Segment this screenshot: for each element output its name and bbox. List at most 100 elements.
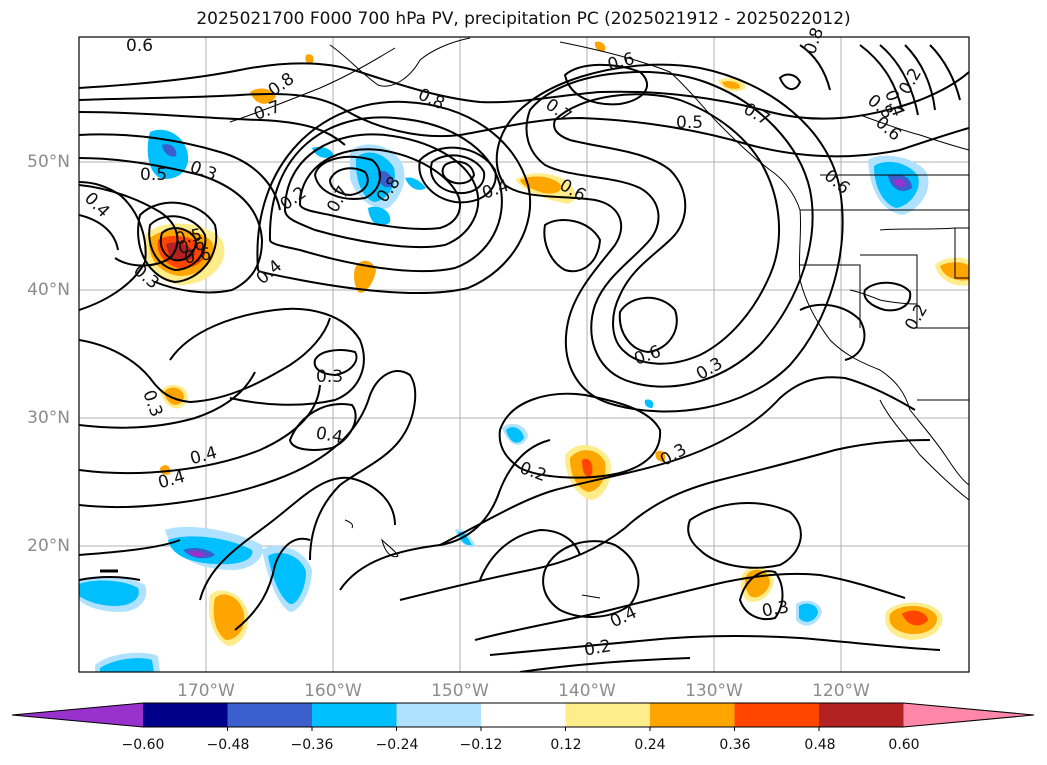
- contour: [79, 539, 181, 556]
- contour: [234, 537, 311, 631]
- contour-label: 0.5: [676, 113, 703, 133]
- contour: [79, 111, 346, 146]
- lat-label: 40°N: [27, 280, 70, 300]
- contour: [441, 160, 476, 185]
- contour: [778, 73, 802, 90]
- coastline: [879, 399, 969, 501]
- contour-label: 0.4: [314, 423, 344, 447]
- precip-region: [594, 41, 606, 52]
- contour-label: 0.6: [183, 244, 213, 268]
- colorbar-extend-left: [12, 703, 143, 727]
- precip-region: [354, 260, 376, 293]
- lon-label: 130°W: [685, 681, 743, 701]
- contour-label: 0.4: [607, 603, 640, 633]
- precip-region: [506, 427, 524, 443]
- contour-label: 0.7: [740, 99, 773, 130]
- precip-region: [162, 144, 177, 157]
- coastline: [381, 538, 399, 558]
- lon-label: 120°W: [812, 681, 870, 701]
- contour: [256, 100, 532, 295]
- colorbar-outline: [11, 702, 1035, 728]
- precip-region: [378, 170, 393, 188]
- contour: [525, 70, 814, 388]
- contour: [799, 303, 866, 361]
- contour: [268, 116, 503, 273]
- coastline: [859, 114, 969, 151]
- contour: [929, 44, 961, 101]
- colorbar-tick-label: 0.36: [719, 737, 751, 753]
- precip-region: [79, 580, 139, 606]
- precip-region: [644, 399, 654, 408]
- contour-label: 0.2: [517, 458, 549, 486]
- contour-label: 0.5: [140, 165, 167, 185]
- colorbar-segment: [481, 703, 566, 727]
- precip-region: [722, 81, 740, 89]
- colorbar-segment: [227, 703, 313, 727]
- contour: [288, 403, 357, 451]
- precip-region: [520, 176, 562, 194]
- precip-region: [902, 610, 928, 626]
- colorbar-segment: [734, 703, 820, 727]
- contour: [79, 317, 331, 404]
- precip-region: [458, 531, 472, 546]
- coastline: [954, 227, 969, 279]
- contour: [159, 227, 198, 262]
- contour: [489, 634, 941, 656]
- coastline: [849, 289, 918, 305]
- gridlines: [79, 37, 969, 672]
- contour-label: 0.5: [174, 225, 204, 249]
- contour: [283, 133, 480, 249]
- contour-label: 0.6: [126, 36, 153, 56]
- contour: [169, 307, 365, 406]
- contour: [543, 219, 602, 273]
- contour: [418, 146, 497, 204]
- lon-label: 160°W: [304, 681, 362, 701]
- lat-label: 50°N: [27, 152, 70, 172]
- contour: [738, 570, 784, 620]
- lat-label: 30°N: [27, 408, 70, 428]
- precip-region: [893, 179, 907, 187]
- map-title: 2025021700 F000 700 hPa PV, precipitatio…: [196, 9, 851, 29]
- contour: [79, 384, 321, 475]
- precip-region: [268, 552, 306, 605]
- contour: [137, 201, 218, 284]
- pv-contours: [79, 44, 969, 672]
- lat-label: 20°N: [27, 536, 70, 556]
- precip-region: [799, 603, 818, 622]
- contour: [479, 528, 581, 581]
- colorbar-segment: [819, 703, 904, 727]
- coastline: [559, 41, 969, 211]
- contour: [687, 502, 802, 569]
- contour: [79, 370, 417, 561]
- contour: [79, 214, 119, 251]
- contour: [313, 155, 381, 200]
- precip-region: [312, 146, 334, 158]
- colorbar: [11, 702, 1035, 731]
- contour: [199, 476, 396, 601]
- colorbar-segment: [565, 703, 651, 727]
- contour-label: 0.3: [316, 367, 343, 387]
- contour: [879, 44, 919, 116]
- contour-label: 0.3: [693, 354, 726, 385]
- contour: [498, 392, 662, 479]
- contour: [79, 576, 141, 581]
- contour: [79, 181, 147, 311]
- coastline: [860, 254, 969, 329]
- contour: [399, 439, 931, 601]
- contour: [79, 62, 969, 120]
- coastline: [581, 594, 601, 599]
- lon-label: 150°W: [431, 681, 489, 701]
- contour: [439, 376, 916, 546]
- colorbar-tick-label: 0.48: [804, 737, 836, 753]
- contour-label: 0.8: [800, 25, 828, 57]
- contour-label: 0.6: [632, 342, 664, 370]
- contour-label: 0.3: [760, 597, 790, 621]
- colorbar-tick-label: −0.48: [206, 737, 250, 753]
- colorbar-segment: [312, 703, 397, 727]
- contour: [553, 93, 780, 365]
- precip-region: [305, 54, 314, 64]
- contour: [904, 44, 936, 111]
- contour: [863, 281, 912, 312]
- contour: [79, 92, 969, 158]
